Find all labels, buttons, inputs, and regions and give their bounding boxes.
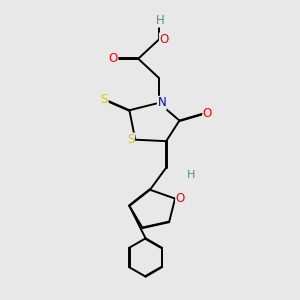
Text: O: O (203, 107, 212, 120)
Text: O: O (160, 33, 169, 46)
Text: S: S (127, 133, 134, 146)
Text: O: O (109, 52, 118, 65)
Text: H: H (187, 170, 195, 180)
Text: H: H (156, 14, 165, 27)
Text: S: S (101, 93, 108, 106)
Text: O: O (176, 192, 185, 205)
Text: N: N (158, 96, 166, 110)
